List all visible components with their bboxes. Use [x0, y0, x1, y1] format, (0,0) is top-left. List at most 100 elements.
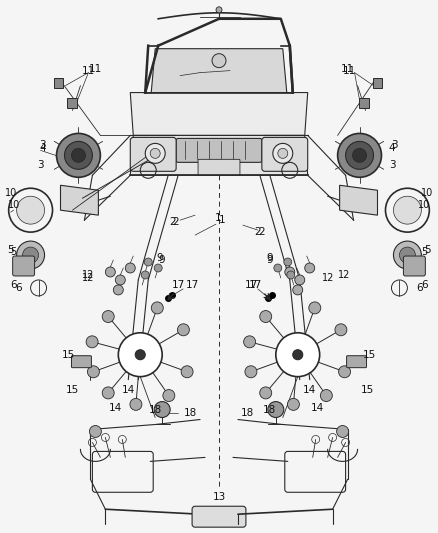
Circle shape	[154, 264, 162, 272]
Circle shape	[135, 350, 145, 360]
Text: 5: 5	[11, 247, 17, 257]
Text: 14: 14	[109, 402, 122, 413]
Bar	[372, 78, 382, 87]
Polygon shape	[60, 185, 99, 215]
Text: 6: 6	[11, 280, 17, 290]
Bar	[359, 98, 368, 108]
Circle shape	[244, 336, 256, 348]
Text: 14: 14	[303, 385, 316, 394]
FancyBboxPatch shape	[176, 139, 262, 163]
Text: 11: 11	[341, 63, 354, 74]
Text: 6: 6	[15, 283, 22, 293]
Text: 18: 18	[241, 408, 254, 417]
Text: 2: 2	[254, 227, 261, 237]
Text: 3: 3	[389, 160, 396, 171]
Text: 14: 14	[122, 385, 135, 394]
Circle shape	[177, 324, 189, 336]
FancyBboxPatch shape	[262, 138, 308, 171]
FancyBboxPatch shape	[346, 356, 367, 368]
Polygon shape	[130, 135, 308, 175]
Text: 10: 10	[7, 200, 20, 210]
Circle shape	[305, 263, 314, 273]
Circle shape	[268, 401, 284, 417]
Text: 15: 15	[363, 350, 376, 360]
Circle shape	[338, 133, 381, 177]
Circle shape	[337, 425, 349, 438]
Text: 15: 15	[66, 385, 79, 394]
Text: 9: 9	[267, 253, 273, 263]
Text: 2: 2	[258, 227, 265, 237]
Circle shape	[141, 271, 149, 279]
Text: 17: 17	[249, 280, 262, 290]
Text: 13: 13	[212, 492, 226, 502]
Text: 6: 6	[421, 280, 427, 290]
Text: 10: 10	[418, 200, 431, 210]
Circle shape	[274, 264, 282, 272]
FancyBboxPatch shape	[403, 256, 425, 276]
Text: 3: 3	[37, 160, 44, 171]
FancyBboxPatch shape	[13, 256, 35, 276]
Text: 9: 9	[267, 255, 273, 265]
Text: 5: 5	[7, 245, 14, 255]
Text: 10: 10	[421, 188, 434, 198]
Circle shape	[102, 311, 114, 322]
Text: 4: 4	[39, 143, 46, 154]
Circle shape	[320, 390, 332, 401]
Text: 14: 14	[311, 402, 324, 413]
FancyBboxPatch shape	[198, 159, 240, 175]
Text: 15: 15	[62, 350, 75, 360]
Polygon shape	[339, 185, 378, 215]
Bar	[53, 78, 64, 87]
Circle shape	[260, 311, 272, 322]
Text: 17: 17	[245, 280, 258, 290]
Text: 9: 9	[157, 253, 163, 263]
Circle shape	[145, 143, 165, 163]
Circle shape	[57, 133, 100, 177]
Circle shape	[216, 7, 222, 13]
Circle shape	[17, 196, 45, 224]
Circle shape	[287, 398, 300, 410]
Circle shape	[144, 258, 152, 266]
Circle shape	[295, 275, 305, 285]
Circle shape	[150, 148, 160, 158]
Text: 17: 17	[185, 280, 199, 290]
Text: 12: 12	[339, 270, 351, 280]
Circle shape	[293, 285, 303, 295]
Circle shape	[89, 425, 101, 438]
Circle shape	[245, 366, 257, 378]
Text: 1: 1	[215, 213, 221, 223]
Circle shape	[346, 141, 374, 169]
Circle shape	[71, 148, 85, 163]
Circle shape	[115, 275, 125, 285]
Circle shape	[393, 241, 421, 269]
Circle shape	[284, 258, 292, 266]
Text: 17: 17	[172, 280, 185, 290]
FancyBboxPatch shape	[130, 138, 176, 171]
Circle shape	[285, 267, 295, 277]
Text: 2: 2	[172, 217, 178, 227]
Circle shape	[273, 143, 293, 163]
Circle shape	[102, 387, 114, 399]
Text: 12: 12	[82, 270, 95, 280]
Text: 12: 12	[82, 273, 95, 283]
Circle shape	[118, 333, 162, 377]
Circle shape	[293, 350, 303, 360]
Circle shape	[86, 336, 98, 348]
Text: 5: 5	[421, 247, 427, 257]
Text: 11: 11	[89, 63, 102, 74]
Text: 6: 6	[416, 283, 423, 293]
Bar	[67, 98, 78, 108]
Polygon shape	[151, 49, 287, 93]
Circle shape	[287, 271, 295, 279]
Circle shape	[106, 267, 115, 277]
Circle shape	[393, 196, 421, 224]
Circle shape	[88, 366, 99, 378]
Circle shape	[339, 366, 350, 378]
Circle shape	[335, 324, 347, 336]
Text: 12: 12	[321, 273, 334, 283]
Circle shape	[130, 398, 142, 410]
Circle shape	[260, 387, 272, 399]
Circle shape	[163, 390, 175, 401]
Circle shape	[278, 148, 288, 158]
Text: 4: 4	[388, 143, 395, 154]
